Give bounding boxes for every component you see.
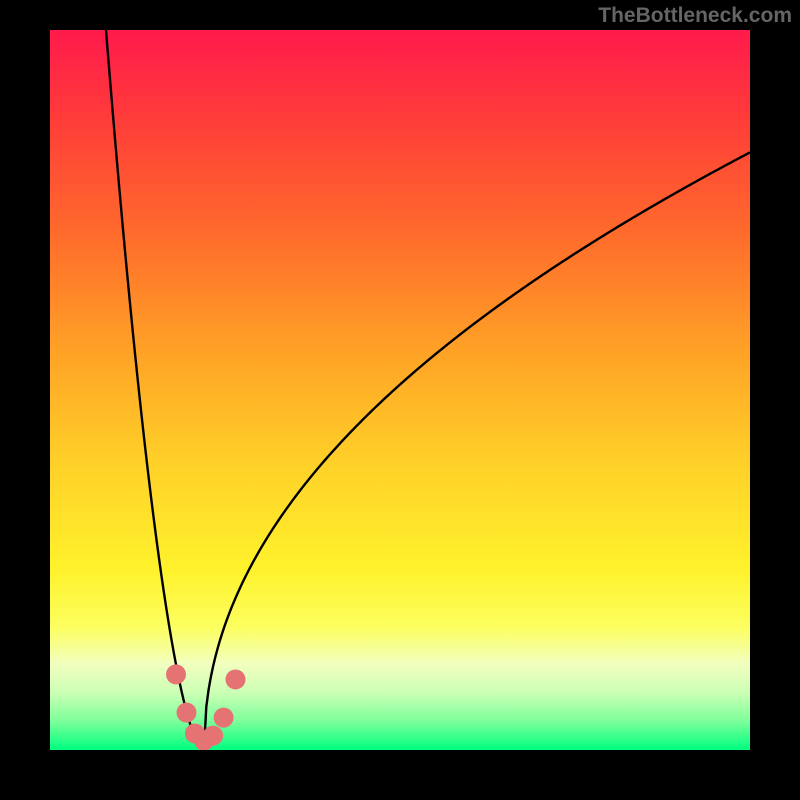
chart-container: TheBottleneck.com [0, 0, 800, 800]
chart-frame [0, 0, 800, 800]
watermark-label: TheBottleneck.com [598, 4, 792, 28]
